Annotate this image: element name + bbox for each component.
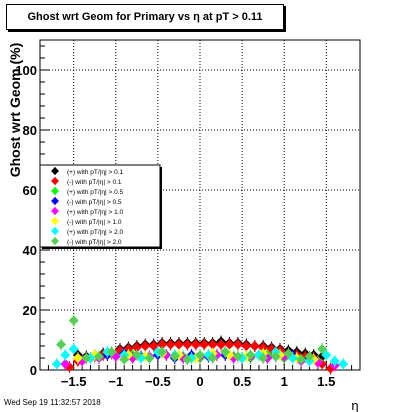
data-point — [169, 351, 180, 362]
legend-entry: (+) with pT/|η| > 2.0 — [67, 229, 124, 236]
y-tick-label: 20 — [23, 303, 37, 318]
data-point — [165, 339, 176, 350]
data-point — [173, 339, 184, 350]
x-tick-label: 0.5 — [233, 374, 251, 389]
data-point — [131, 342, 142, 353]
chart-title: Ghost wrt Geom for Primary vs η at pT > … — [6, 4, 284, 30]
data-point — [241, 341, 252, 351]
legend-entry: (+) with pT/|η| > 0.5 — [67, 189, 124, 196]
data-point — [338, 359, 349, 369]
legend-entry: (-) with pT/|η| > 0.5 — [67, 199, 122, 206]
data-point — [207, 353, 218, 363]
data-point — [182, 354, 193, 365]
data-point — [216, 339, 227, 350]
x-tick-label: −1 — [108, 374, 123, 389]
data-point — [283, 348, 294, 359]
data-point — [106, 347, 117, 357]
data-point — [182, 339, 193, 350]
data-point — [81, 353, 92, 363]
y-tick-label: 60 — [23, 183, 37, 198]
data-point — [199, 339, 210, 350]
x-tick-label: −1.5 — [61, 374, 87, 389]
y-tick-label: 0 — [30, 363, 37, 378]
data-point — [207, 339, 218, 350]
x-axis-label: η — [351, 398, 358, 412]
legend-marker — [51, 237, 59, 245]
x-tick-label: −0.5 — [145, 374, 171, 389]
data-point — [195, 350, 205, 360]
legend-marker — [51, 217, 59, 225]
legend-marker — [51, 167, 59, 175]
data-point — [190, 339, 201, 350]
legend-entry: (-) with pT/|η| > 2.0 — [67, 239, 122, 246]
data-point — [329, 356, 340, 366]
data-point — [232, 351, 243, 362]
data-point — [258, 353, 269, 363]
x-tick-label: 1.5 — [317, 374, 335, 389]
data-point — [321, 350, 332, 360]
legend-box — [39, 164, 161, 248]
data-point — [68, 315, 79, 326]
data-point — [56, 339, 67, 350]
legend-marker — [51, 227, 59, 235]
data-point — [68, 344, 79, 354]
data-point — [51, 359, 62, 369]
data-point — [119, 354, 130, 365]
timestamp-label: Wed Sep 19 11:32:57 2018 — [4, 398, 101, 407]
data-point — [60, 359, 71, 369]
data-point — [232, 339, 243, 350]
data-point — [245, 350, 256, 360]
data-point — [144, 353, 155, 363]
x-tick-label: 0 — [196, 374, 203, 389]
y-tick-label: 100 — [15, 63, 37, 78]
data-point — [249, 341, 260, 351]
legend-marker — [51, 177, 59, 185]
data-point — [157, 347, 168, 357]
legend-marker — [51, 207, 59, 215]
legend-entry: (+) with pT/|η| > 0.1 — [67, 169, 124, 176]
legend-marker — [51, 197, 59, 205]
legend-marker — [51, 187, 59, 195]
data-point — [131, 350, 142, 360]
data-point — [72, 353, 83, 363]
legend-entry: (+) with pT/|η| > 1.0 — [67, 209, 124, 216]
data-point — [157, 339, 168, 350]
y-tick-label: 40 — [23, 243, 37, 258]
data-point — [140, 341, 151, 351]
data-point — [317, 344, 328, 354]
data-point — [93, 351, 104, 362]
data-point — [304, 351, 315, 362]
data-point — [296, 354, 307, 365]
data-point — [220, 347, 231, 357]
data-point — [148, 341, 159, 351]
x-tick-label: 1 — [281, 374, 288, 389]
legend-entry: (-) with pT/|η| > 1.0 — [67, 219, 122, 226]
data-point — [270, 351, 281, 362]
legend-entry: (-) with pT/|η| > 0.1 — [67, 179, 122, 186]
y-axis-label: Ghost wrt Geom (%) — [7, 43, 23, 178]
data-point — [224, 339, 235, 350]
data-point — [60, 350, 71, 360]
y-tick-label: 80 — [23, 123, 37, 138]
